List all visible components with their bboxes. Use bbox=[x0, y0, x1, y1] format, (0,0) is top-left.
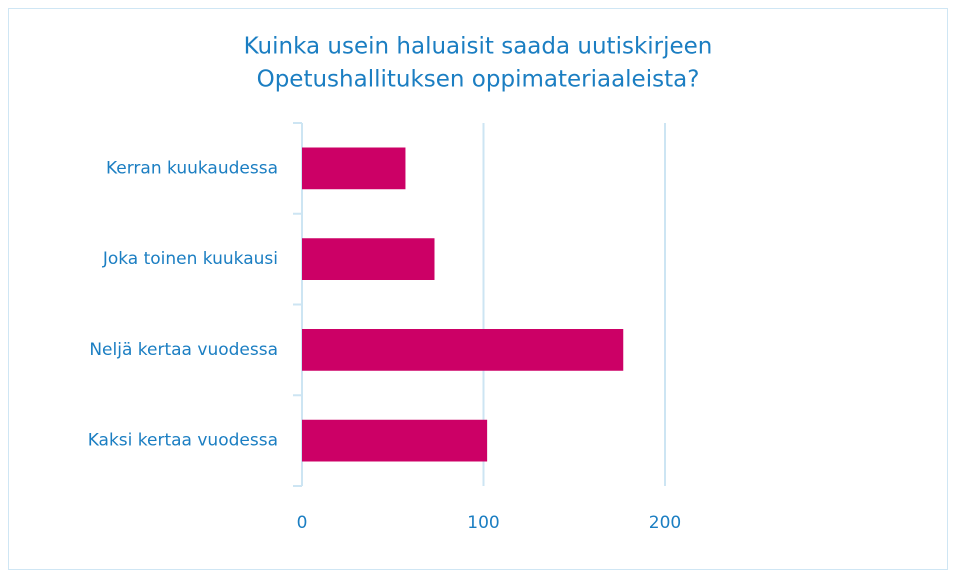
x-tick-label: 200 bbox=[649, 513, 681, 533]
bar bbox=[302, 238, 435, 280]
bar bbox=[302, 419, 488, 462]
chart-title: Kuinka usein haluaisit saada uutiskirjee… bbox=[244, 34, 713, 60]
y-tick-label: Neljä kertaa vuodessa bbox=[89, 340, 278, 360]
y-tick-label: Kaksi kertaa vuodessa bbox=[88, 431, 278, 451]
chart-border bbox=[8, 8, 948, 570]
bar bbox=[302, 147, 406, 190]
y-tick-label: Kerran kuukaudessa bbox=[106, 158, 278, 178]
chart-title: Opetushallituksen oppimateriaaleista? bbox=[257, 67, 700, 93]
y-tick-label: Joka toinen kuukausi bbox=[102, 249, 278, 269]
x-tick-label: 100 bbox=[467, 513, 499, 533]
bar bbox=[302, 329, 624, 371]
x-tick-label: 0 bbox=[297, 513, 308, 533]
